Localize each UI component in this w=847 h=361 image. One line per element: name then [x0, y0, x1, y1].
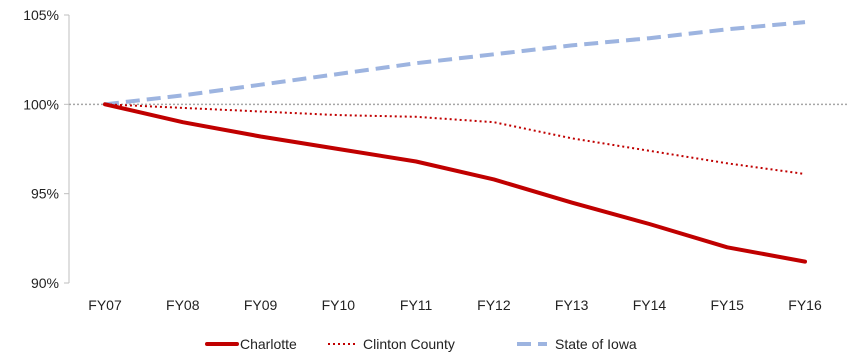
y-tick-label: 105%	[23, 7, 59, 23]
legend-item-charlotte: Charlotte	[205, 336, 297, 352]
x-tick-label: FY09	[244, 297, 278, 313]
y-tick-label: 100%	[23, 96, 59, 112]
x-tick-label: FY16	[788, 297, 822, 313]
series-layer	[103, 20, 807, 264]
x-tick-label: FY11	[400, 297, 433, 313]
series-line-state-of-iowa	[104, 20, 806, 107]
x-tick-label: FY10	[322, 297, 356, 313]
x-tick-label: FY15	[710, 297, 744, 313]
legend-item-clinton-county: Clinton County	[328, 336, 455, 352]
x-tick-label: FY08	[166, 297, 200, 313]
x-tick-label: FY07	[88, 297, 122, 313]
legend-label: Clinton County	[363, 336, 455, 352]
legend: Charlotte Clinton County State of Iowa	[205, 336, 637, 352]
x-tick-label: FY14	[633, 297, 667, 313]
series-line-charlotte	[103, 102, 807, 264]
x-tick-label: FY13	[555, 297, 589, 313]
y-tick-label: 95%	[31, 186, 59, 202]
legend-item-state-of-iowa: State of Iowa	[517, 336, 637, 352]
axis-layer: 90% 95% 100% 105% FY07 FY08 FY09 FY10 FY11 FY12 FY…	[23, 7, 822, 313]
y-tick-label: 90%	[31, 275, 59, 291]
legend-label: Charlotte	[240, 336, 297, 352]
legend-label: State of Iowa	[555, 336, 637, 352]
x-tick-label: FY12	[477, 297, 511, 313]
series-line-clinton-county	[104, 103, 806, 175]
